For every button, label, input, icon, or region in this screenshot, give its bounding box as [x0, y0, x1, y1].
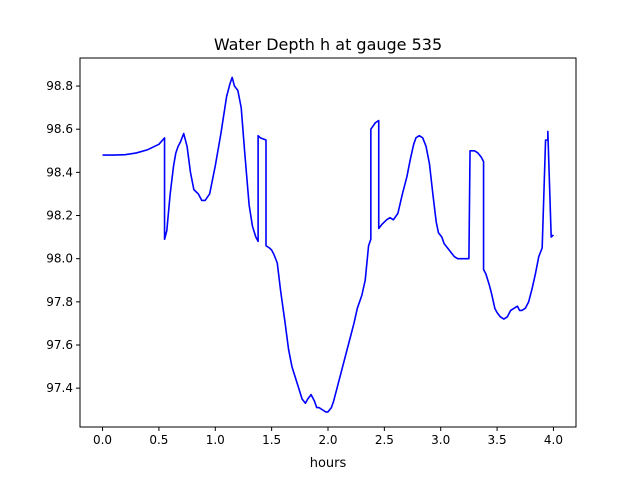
y-tick-label: 97.6 [46, 338, 73, 352]
x-tick-label: 2.0 [318, 433, 337, 447]
x-tick-label: 3.0 [431, 433, 450, 447]
y-tick-label: 98.0 [46, 252, 73, 266]
chart-title: Water Depth h at gauge 535 [214, 35, 442, 54]
y-tick-label: 97.8 [46, 295, 73, 309]
x-tick-label: 4.0 [544, 433, 563, 447]
series-line [102, 76, 555, 413]
x-tick-label: 3.5 [488, 433, 507, 447]
x-tick-label: 1.5 [262, 433, 281, 447]
x-tick-label: 0.5 [149, 433, 168, 447]
series-layer [102, 76, 555, 413]
plot-area-frame [79, 57, 577, 428]
x-tick-label: 2.5 [375, 433, 394, 447]
y-axis-ticks: 97.4 97.6 97.8 98.0 98.2 98.4 98.6 98.8 [46, 79, 80, 395]
x-tick-label: 0.0 [93, 433, 112, 447]
y-tick-label: 98.4 [46, 165, 73, 179]
y-tick-label: 98.8 [46, 79, 73, 93]
y-tick-label: 98.2 [46, 209, 73, 223]
x-axis-label: hours [310, 456, 347, 471]
x-axis-ticks: 0.0 0.5 1.0 1.5 2.0 2.5 3.0 3.5 4.0 [93, 427, 563, 447]
y-tick-label: 98.6 [46, 122, 73, 136]
y-tick-label: 97.4 [46, 381, 73, 395]
x-tick-label: 1.0 [206, 433, 225, 447]
